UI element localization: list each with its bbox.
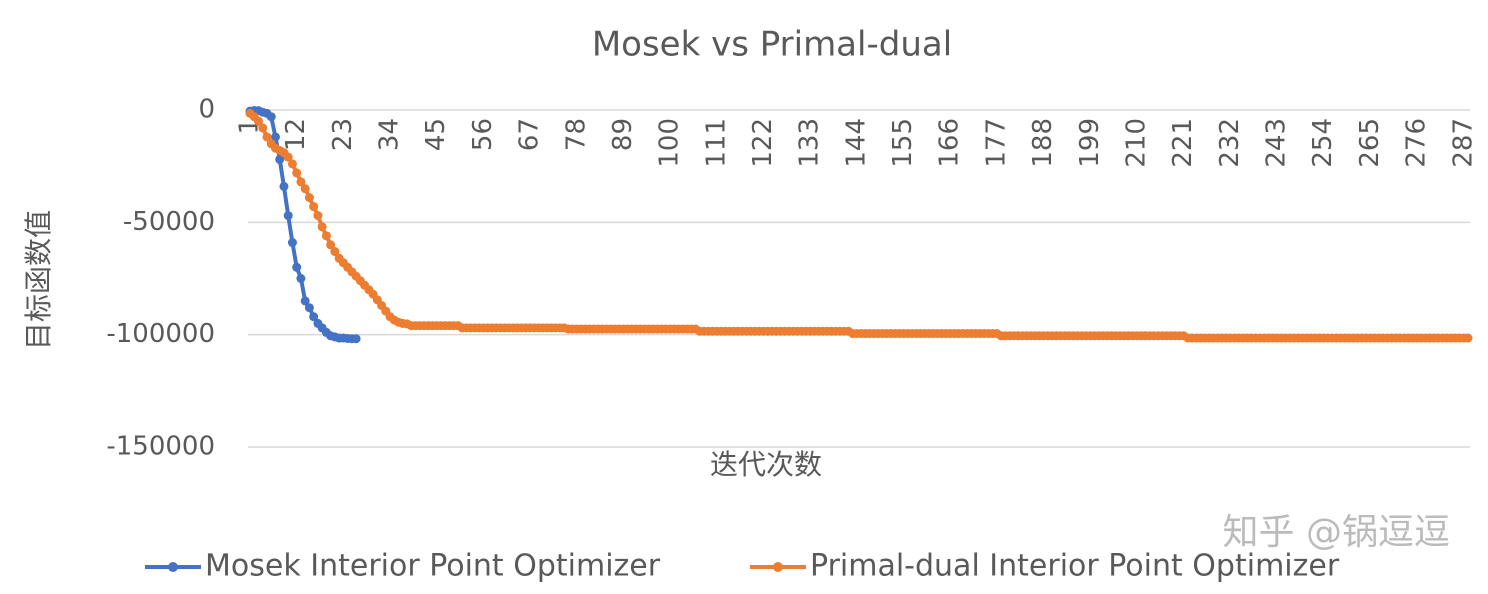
y-tick-label: 0: [198, 95, 215, 125]
x-tick-label: 166: [935, 118, 965, 168]
watermark: 知乎 @锅逗逗: [1223, 512, 1450, 553]
x-tick-label: 221: [1168, 118, 1198, 168]
y-tick-label: -150000: [106, 432, 215, 462]
data-point: [262, 132, 272, 142]
data-point: [321, 231, 331, 241]
x-tick-label: 287: [1448, 118, 1478, 168]
y-axis-label: 目标函数值: [22, 210, 55, 350]
x-tick-label: 144: [841, 118, 871, 168]
x-tick-label: 23: [328, 118, 358, 151]
data-point: [326, 240, 336, 250]
x-tick-label: 56: [468, 118, 498, 151]
data-point: [309, 312, 319, 322]
data-point: [330, 247, 340, 257]
data-point: [283, 152, 293, 162]
data-point: [287, 159, 297, 169]
data-point: [309, 202, 319, 212]
x-tick-label: 188: [1028, 118, 1058, 168]
data-point: [351, 334, 361, 344]
legend-label: Mosek Interior Point Optimizer: [205, 549, 661, 584]
data-point: [296, 274, 306, 283]
x-tick-label: 89: [608, 118, 638, 151]
x-tick-label: 111: [701, 118, 731, 168]
data-point: [258, 123, 268, 133]
x-tick-label: 133: [795, 118, 825, 168]
data-point: [313, 211, 323, 221]
x-tick-label: 210: [1121, 118, 1151, 168]
data-point: [253, 116, 263, 126]
y-tick-label: -50000: [123, 207, 215, 237]
x-tick-label: 265: [1355, 118, 1385, 168]
x-tick-label: 155: [888, 118, 918, 168]
x-tick-label: 100: [655, 118, 685, 168]
data-point: [300, 184, 310, 194]
legend-marker: [773, 562, 783, 572]
x-tick-label: 243: [1262, 118, 1292, 168]
data-point: [279, 181, 289, 191]
data-point: [292, 262, 302, 272]
chart-title: Mosek vs Primal-dual: [592, 25, 952, 65]
y-tick-label: -100000: [106, 319, 215, 349]
x-tick-label: 232: [1215, 118, 1245, 168]
x-tick-label: 199: [1075, 118, 1105, 168]
x-tick-label: 122: [748, 118, 778, 168]
data-point: [266, 112, 276, 122]
x-tick-label: 254: [1308, 118, 1338, 168]
data-point: [300, 296, 310, 306]
x-tick-label: 67: [515, 118, 545, 151]
x-tick-label: 12: [281, 118, 311, 151]
legend-marker: [168, 562, 178, 572]
x-tick-label: 78: [561, 118, 591, 151]
data-point: [304, 193, 314, 203]
data-point: [270, 132, 280, 142]
x-tick-label: 34: [375, 118, 405, 151]
data-point: [283, 211, 293, 221]
data-point: [287, 238, 297, 248]
data-point: [296, 177, 306, 187]
data-point: [292, 168, 302, 178]
x-tick-label: 177: [981, 118, 1011, 168]
x-tick-label: 276: [1402, 118, 1432, 168]
data-point: [304, 303, 314, 313]
data-point: [317, 222, 327, 232]
x-tick-label: 45: [421, 118, 451, 151]
data-point: [275, 154, 285, 164]
x-axis-label: 迭代次数: [710, 448, 822, 481]
data-point: [1463, 333, 1473, 343]
legend-label: Primal-dual Interior Point Optimizer: [810, 549, 1340, 584]
